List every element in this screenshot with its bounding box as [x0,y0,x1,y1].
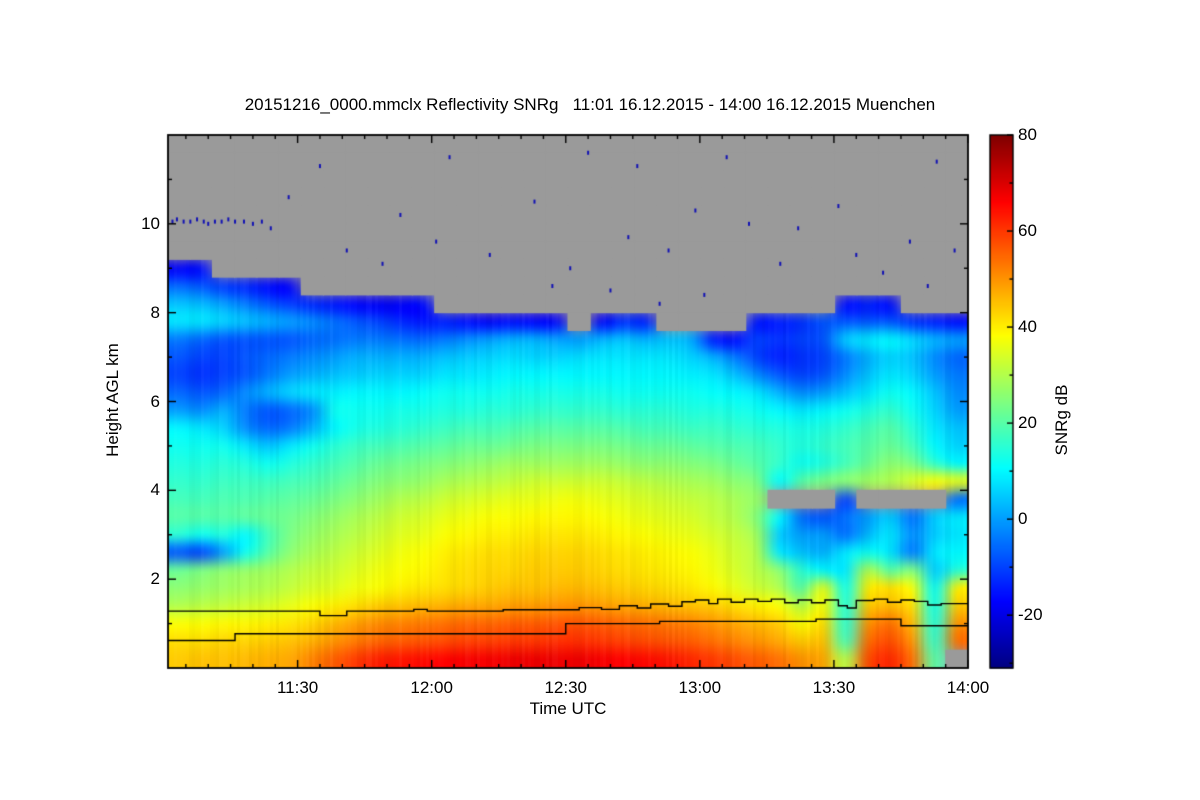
x-tick-label: 12:00 [410,678,453,697]
colorbar-tick-label: 80 [1018,125,1037,144]
colorbar-tick-label: 20 [1018,413,1037,433]
y-tick-label: 4 [150,480,160,500]
colorbar-tick-label: 0 [1018,509,1028,529]
x-tick-label: 12:30 [544,678,588,697]
x-tick-label: 11:30 [276,678,319,697]
x-tick-label: 13:30 [812,678,856,697]
colorbar-tick-label: 40 [1018,317,1037,337]
colorbar-tick-label: 60 [1018,221,1037,241]
y-tick-label: 10 [141,213,160,233]
colorbar-tick-label: -20 [1018,605,1043,625]
x-tick-label: 14:00 [946,678,990,697]
y-tick-label: 6 [150,391,160,411]
y-tick-label: 2 [150,569,160,589]
plot-title: 20151216_0000.mmclx Reflectivity SNRg 11… [244,95,936,114]
y-tick-label: 8 [150,302,160,322]
x-tick-label: 13:00 [678,678,722,697]
x-axis-label: Time UTC [529,699,607,718]
